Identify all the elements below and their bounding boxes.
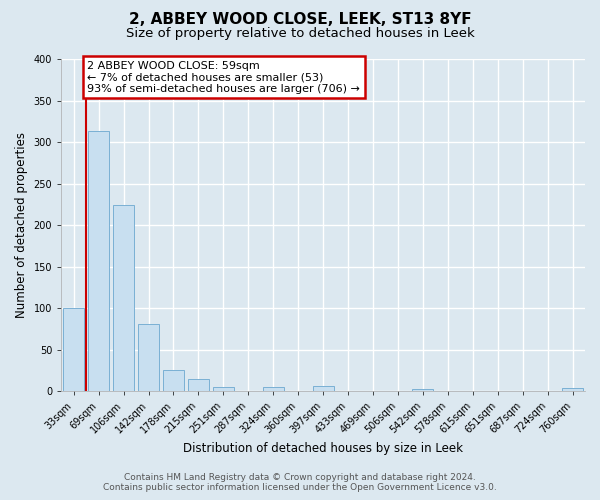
Y-axis label: Number of detached properties: Number of detached properties [15, 132, 28, 318]
Bar [562, 388, 583, 391]
Bar [63, 308, 84, 391]
Text: Contains HM Land Registry data © Crown copyright and database right 2024.
Contai: Contains HM Land Registry data © Crown c… [103, 473, 497, 492]
Bar [213, 387, 234, 391]
Bar [163, 370, 184, 391]
Text: 2 ABBEY WOOD CLOSE: 59sqm
← 7% of detached houses are smaller (53)
93% of semi-d: 2 ABBEY WOOD CLOSE: 59sqm ← 7% of detach… [88, 60, 360, 94]
Text: 2, ABBEY WOOD CLOSE, LEEK, ST13 8YF: 2, ABBEY WOOD CLOSE, LEEK, ST13 8YF [128, 12, 472, 28]
Bar [88, 131, 109, 391]
Text: Size of property relative to detached houses in Leek: Size of property relative to detached ho… [125, 28, 475, 40]
Bar [138, 324, 159, 391]
Bar [113, 205, 134, 391]
Bar [412, 390, 433, 391]
Bar [263, 387, 284, 391]
Bar [188, 380, 209, 391]
Bar [313, 386, 334, 391]
X-axis label: Distribution of detached houses by size in Leek: Distribution of detached houses by size … [183, 442, 463, 455]
